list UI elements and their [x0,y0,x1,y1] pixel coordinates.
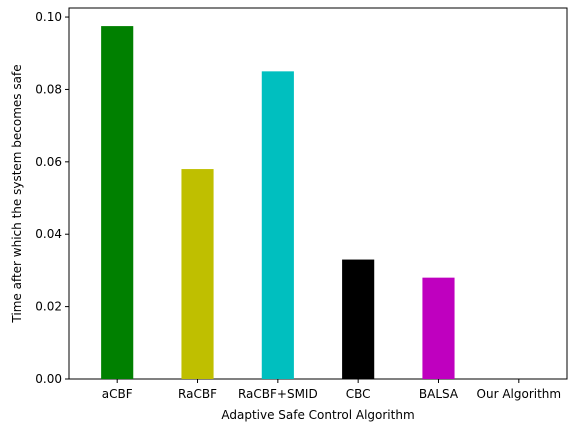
y-tick-label: 0.10 [35,10,62,24]
x-axis: aCBF RaCBF RaCBF+SMID CBC BALSA Our Algorithm [102,379,561,401]
bar-cbc [342,259,375,379]
bar-balsa [422,277,455,379]
y-tick-label: 0.00 [35,372,62,386]
x-axis-label: Adaptive Safe Control Algorithm [221,408,414,422]
y-tick-label: 0.08 [35,82,62,96]
y-axis: 0.00 0.02 0.04 0.06 0.08 0.10 [35,10,69,386]
y-tick-label: 0.04 [35,227,62,241]
bars-group [101,26,455,379]
y-axis-label: Time after which the system becomes safe [10,64,24,323]
x-tick-label: CBC [346,387,371,401]
bar-racbf [181,169,214,379]
x-tick-label: BALSA [419,387,459,401]
plot-area [68,7,568,380]
x-tick-label: RaCBF [178,387,217,401]
y-tick-label: 0.06 [35,155,62,169]
y-tick-label: 0.02 [35,300,62,314]
bar-acbf [101,26,134,379]
x-tick-label: aCBF [102,387,133,401]
x-tick-label: RaCBF+SMID [238,387,318,401]
bar-racbf-smid [261,71,294,379]
x-tick-label: Our Algorithm [477,387,562,401]
